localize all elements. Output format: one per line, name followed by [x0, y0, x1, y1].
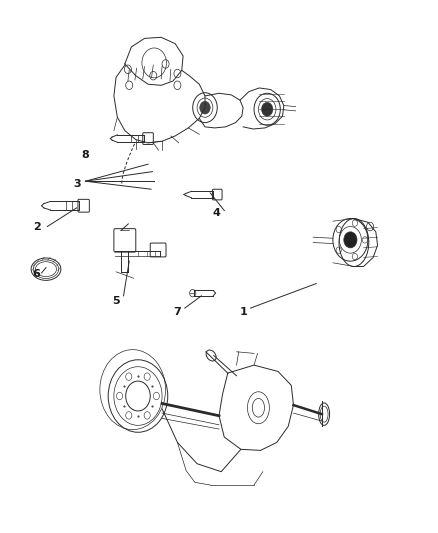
Text: 2: 2 [33, 222, 41, 231]
Text: 7: 7 [173, 307, 181, 317]
Text: 5: 5 [112, 296, 120, 306]
Text: 3: 3 [73, 179, 81, 189]
Circle shape [200, 101, 210, 114]
Circle shape [344, 232, 357, 248]
Text: 1: 1 [239, 307, 247, 317]
Text: 4: 4 [213, 208, 221, 218]
Circle shape [261, 102, 273, 116]
Text: 8: 8 [81, 150, 89, 159]
Text: 6: 6 [32, 270, 40, 279]
